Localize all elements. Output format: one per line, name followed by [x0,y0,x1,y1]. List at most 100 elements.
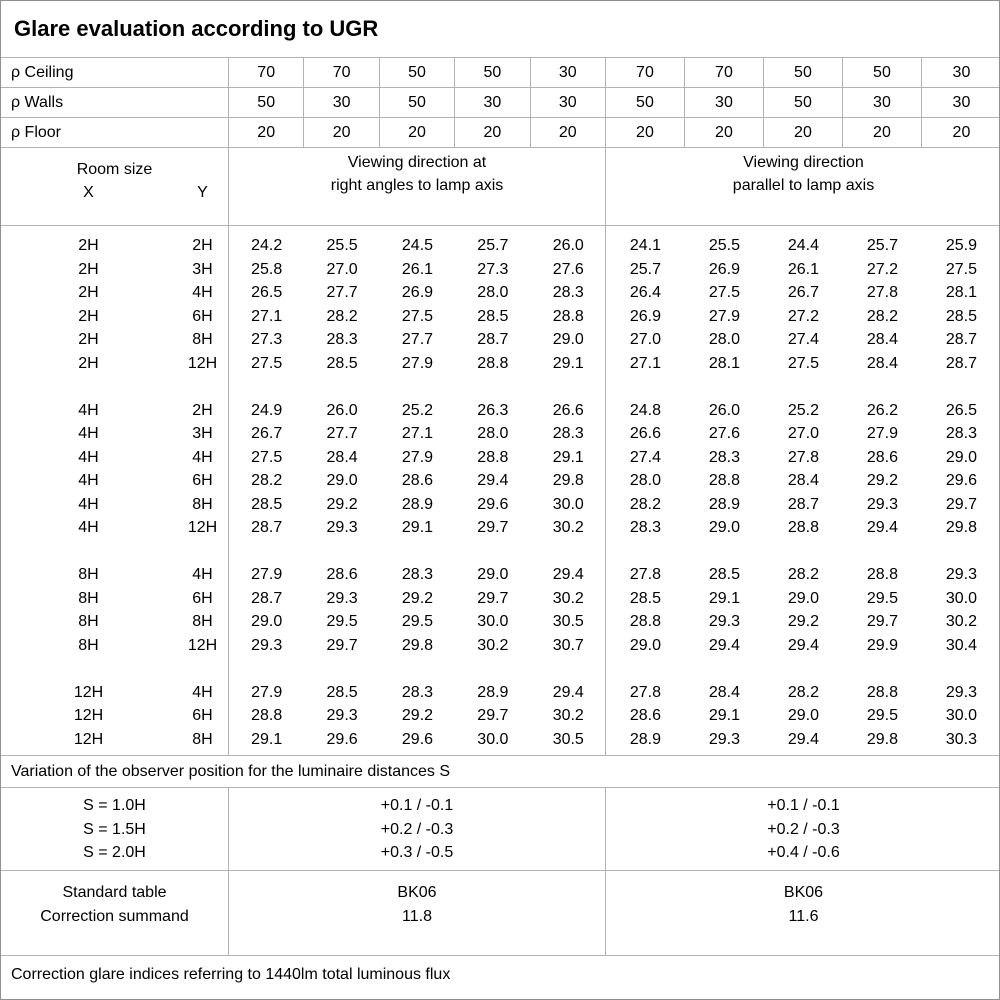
ugr-value: 29.1 [251,730,283,748]
ugr-row: 4H 4H 27.5 28.4 27.9 28.8 29.1 27.4 28.3 27.8 28.6… [1,446,999,470]
ugr-value: 30.0 [945,589,978,607]
ugr-value: 26.5 [251,284,283,301]
room-size-x-value: 12H [73,707,104,724]
reflectance-value: 20 [764,118,843,147]
ugr-value: 29.1 [708,707,741,724]
room-size-y-value: 2H [192,237,213,254]
standard-table-value: BK06 [397,884,437,901]
ugr-value: 27.6 [552,260,584,278]
ugr-value: 27.7 [401,331,434,348]
ugr-value: 25.9 [945,237,978,254]
ugr-value: 28.0 [708,331,741,348]
ugr-value: 29.8 [945,519,978,536]
reflectance-value: 50 [229,88,305,117]
ugr-value: 29.6 [477,495,509,513]
ugr-value: 29.3 [945,566,978,583]
ugr-value: 28.3 [708,448,741,466]
ugr-value: 29.0 [787,707,820,724]
standard-table-labels: Standard table Correction summand [1,871,229,955]
room-size-x-value: 12H [73,683,104,701]
ugr-value: 29.1 [552,448,584,466]
ugr-value: 29.3 [866,495,899,513]
ugr-value: 28.9 [401,495,434,513]
ugr-value: 27.3 [477,260,509,278]
block-gap [1,375,999,399]
ugr-value: 27.0 [326,260,358,278]
ugr-value: 30.3 [945,730,978,748]
ugr-value: 28.2 [326,307,358,325]
ugr-value: 29.4 [477,472,509,489]
reflectance-value: 20 [952,124,971,141]
ugr-value: 29.5 [326,613,358,630]
ugr-value: 28.3 [945,425,978,442]
ugr-value: 24.4 [787,237,820,254]
reflectance-value: 50 [764,58,843,87]
ugr-value: 30.5 [552,730,584,748]
ugr-value: 27.2 [866,260,899,278]
room-size-y-label: Y [197,184,208,201]
ugr-row: 4H 8H 28.5 29.2 28.9 29.6 30.0 28.2 28.9 28.7 29.3… [1,493,999,517]
ugr-value: 28.7 [787,495,820,513]
reflectance-row: ρ Floor 20 20 20 20 20 20 20 20 20 20 [1,118,999,148]
ugr-value: 30.0 [552,495,584,513]
ugr-value: 26.9 [708,260,741,278]
ugr-value: 27.1 [401,425,434,442]
ugr-value: 30.2 [552,519,584,536]
ugr-value: 27.9 [251,683,283,701]
ugr-value: 29.0 [251,613,283,630]
variation-note: Variation of the observer position for t… [1,756,999,788]
ugr-value: 28.5 [326,354,358,372]
ugr-row: 4H 6H 28.2 29.0 28.6 29.4 29.8 28.0 28.8 28.4 29.2… [1,469,999,493]
ugr-value: 28.0 [477,425,509,442]
reflectance-row: ρ Walls 50 30 50 30 30 50 30 50 30 30 [1,88,999,118]
ugr-value: 28.7 [945,331,978,348]
ugr-value: 27.8 [629,683,662,701]
reflectance-value: 20 [606,118,685,147]
ugr-value: 26.0 [326,401,358,419]
ugr-value: 26.4 [629,284,662,301]
footer-note-text: Correction glare indices referring to 14… [11,965,451,983]
ugr-value: 25.7 [866,237,899,254]
ugr-value: 29.4 [552,683,584,701]
correction-summand-value: 11.6 [788,907,819,925]
ugr-value: 30.0 [477,613,509,630]
reflectance-row: ρ Ceiling 70 70 50 50 30 70 70 50 50 30 [1,58,999,88]
reflectance-value: 30 [531,58,606,87]
ugr-value: 28.4 [866,331,899,348]
ugr-value: 27.0 [787,425,820,442]
room-size-x-value: 8H [78,566,99,583]
ugr-value: 27.5 [401,307,434,325]
ugr-value: 28.3 [629,519,662,536]
ugr-value: 29.0 [945,448,978,466]
ugr-value: 28.7 [945,354,978,372]
ugr-value: 29.3 [326,519,358,536]
ugr-value: 27.7 [326,425,358,442]
room-size-x-value: 4H [78,472,99,489]
ugr-value: 27.5 [945,260,978,278]
room-size-xy-labels: X Y [1,181,228,204]
ugr-value: 29.6 [945,472,978,489]
ugr-value: 29.4 [866,519,899,536]
room-size-y-value: 8H [192,730,213,748]
ugr-value: 28.5 [326,683,358,701]
ugr-value: 28.0 [477,284,509,301]
ugr-value: 25.7 [477,237,509,254]
ugr-value: 28.2 [629,495,662,513]
room-size-x-value: 8H [78,589,99,607]
ugr-value: 26.6 [552,401,584,419]
ugr-value: 28.2 [251,472,283,489]
reflectance-value: 30 [455,88,531,117]
ugr-row: 8H 4H 27.9 28.6 28.3 29.0 29.4 27.8 28.5 28.2 28.8… [1,563,999,587]
reflectance-value: 20 [843,118,922,147]
block-gap [1,657,999,681]
ugr-value: 28.7 [251,589,283,607]
s-distance-label: S = 1.5H [83,820,146,838]
ugr-value: 26.7 [787,284,820,301]
viewing-direction-parallel-header: Viewing direction parallel to lamp axis [606,148,999,225]
ugr-value: 29.4 [787,730,820,748]
ugr-value: 25.5 [326,237,358,254]
s-distance-label: S = 1.0H [83,797,146,814]
ugr-value: 30.4 [945,636,978,654]
ugr-value: 26.1 [787,260,820,278]
header-line: Viewing direction [743,154,864,171]
